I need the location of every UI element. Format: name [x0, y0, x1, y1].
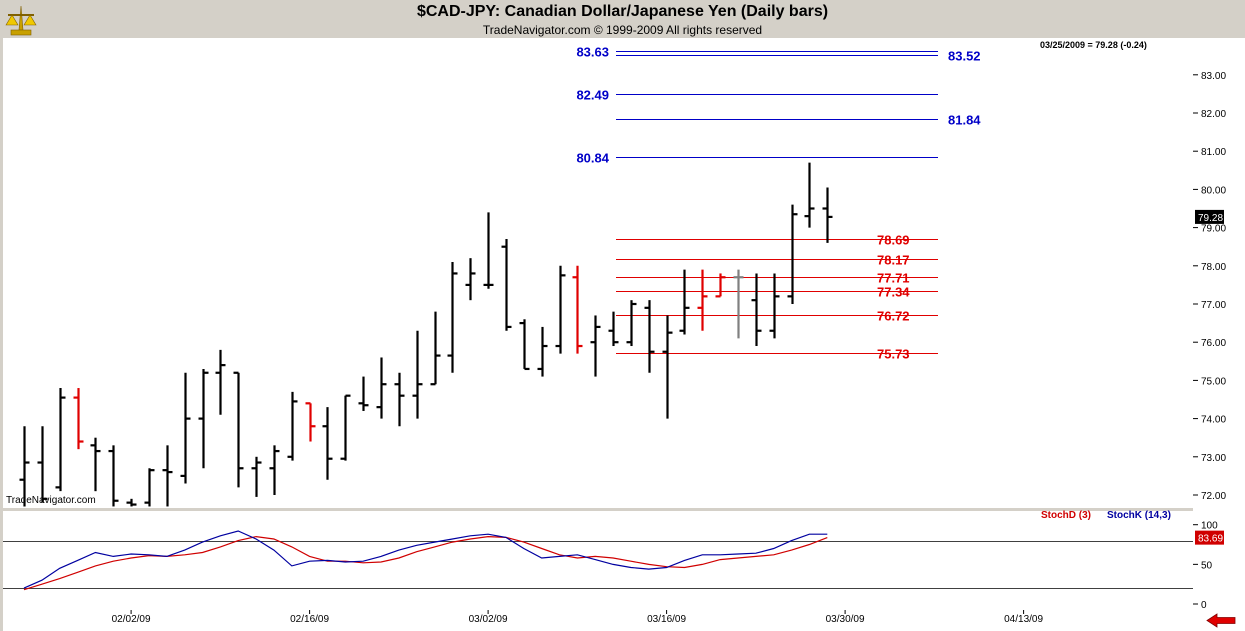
date-axis-label: 04/13/09	[1004, 614, 1043, 625]
last-price-tag-label: 79.28	[1198, 213, 1223, 224]
price-axis-label: 76.00	[1201, 338, 1226, 349]
level-label: 83.52	[948, 49, 981, 64]
price-axis-label: 83.00	[1201, 71, 1226, 82]
price-axis-label: 74.00	[1201, 415, 1226, 426]
price-axis-label: 80.00	[1201, 185, 1226, 196]
price-axis-label: 77.00	[1201, 300, 1226, 311]
level-label: 77.71	[877, 271, 910, 286]
date-axis-label: 03/16/09	[647, 614, 686, 625]
stoch-axis-label: 100	[1201, 521, 1218, 532]
date-axis-label: 02/02/09	[112, 614, 151, 625]
chart-title: $CAD-JPY: Canadian Dollar/Japanese Yen (…	[416, 3, 829, 20]
price-axis	[1193, 38, 1245, 610]
price-axis-label: 81.00	[1201, 147, 1226, 158]
stoch-series-line	[23, 535, 828, 591]
level-label: 80.84	[576, 151, 609, 166]
stoch-axis-label: 0	[1201, 600, 1207, 611]
level-label: 82.49	[576, 88, 609, 103]
price-axis-label: 72.00	[1201, 491, 1226, 502]
date-axis-label: 03/02/09	[469, 614, 508, 625]
price-axis-label: 82.00	[1201, 109, 1226, 120]
price-bars	[19, 162, 833, 507]
level-label: 76.72	[877, 309, 910, 324]
price-axis-label: 79.00	[1201, 224, 1226, 235]
level-label: 75.73	[877, 347, 910, 362]
level-label: 81.84	[948, 113, 981, 128]
level-label: 83.63	[576, 45, 609, 60]
price-plot-area[interactable]	[3, 38, 1193, 508]
legend-stoch-d: StochD (3)	[1041, 510, 1091, 521]
left-arrow-icon[interactable]	[1206, 613, 1236, 628]
stoch-value-tag	[1195, 530, 1224, 545]
stoch-axis-label: 50	[1201, 560, 1213, 571]
copyright-subtitle: TradeNavigator.com © 1999-2009 All right…	[482, 23, 763, 37]
level-label: 78.69	[877, 233, 910, 248]
date-axis-label: 02/16/09	[290, 614, 329, 625]
level-label: 77.34	[877, 285, 910, 300]
legend-stoch-k: StochK (14,3)	[1107, 510, 1171, 521]
last-price-info: 03/25/2009 = 79.28 (-0.24)	[1040, 40, 1147, 50]
watermark-text: TradeNavigator.com	[6, 495, 96, 506]
price-axis-label: 73.00	[1201, 453, 1226, 464]
level-label: 78.17	[877, 253, 910, 268]
date-axis-label: 03/30/09	[826, 614, 865, 625]
price-axis-label: 78.00	[1201, 262, 1226, 273]
last-price-tag	[1195, 209, 1224, 224]
date-axis	[3, 610, 1245, 631]
balance-scale-icon	[5, 5, 37, 36]
price-axis-label: 75.00	[1201, 376, 1226, 387]
stoch-value-tag-label: 83.69	[1198, 534, 1223, 545]
stoch-series-line	[23, 530, 828, 589]
